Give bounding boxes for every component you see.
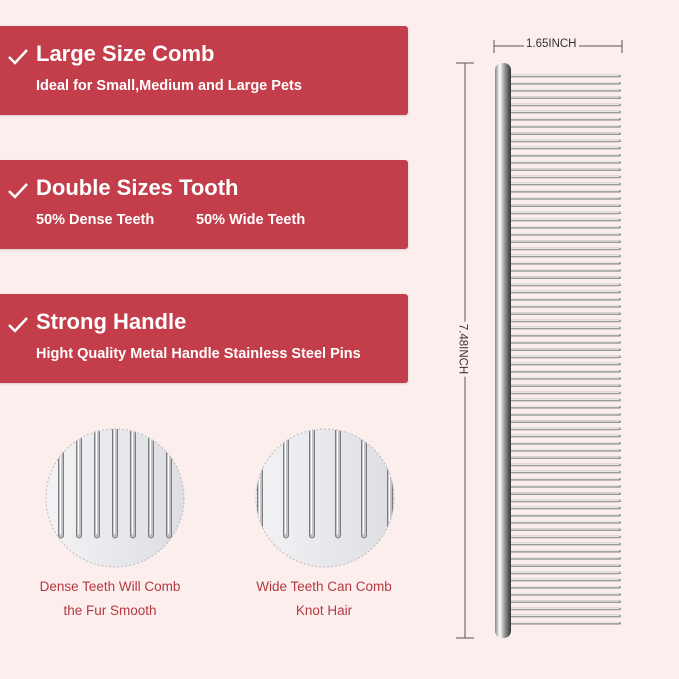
feature-subtitle-2: 50% Wide Teeth (196, 212, 306, 228)
length-dimension-label: 7.48INCH (456, 321, 469, 377)
closeup-tooth (185, 420, 190, 538)
dimension-lines (456, 40, 623, 639)
feature-banner-strong-handle: Strong Handle Hight Quality Metal Handle… (0, 294, 408, 383)
feature-subtitle: 50% Dense Teeth (36, 212, 155, 228)
check-icon (8, 183, 28, 199)
feature-title: Large Size Comb (36, 41, 215, 66)
wide-teeth-caption: Wide Teeth Can Comb Knot Hair (224, 575, 424, 623)
comb-handle (495, 63, 511, 638)
check-icon (8, 317, 28, 333)
wide-teeth-closeup (256, 429, 394, 567)
caption-line: Knot Hair (295, 603, 353, 618)
feature-subtitle: Ideal for Small,Medium and Large Pets (36, 78, 302, 94)
caption-line: the Fur Smooth (63, 603, 157, 618)
caption-line: Wide Teeth Can Comb (256, 579, 392, 594)
dense-teeth-caption: Dense Teeth Will Comb the Fur Smooth (10, 575, 210, 623)
dense-teeth-closeup (41, 420, 190, 567)
closeup-tooth (41, 420, 46, 538)
feature-title: Double Sizes Tooth (36, 175, 239, 200)
check-icon (8, 49, 28, 65)
feature-banner-double-tooth: Double Sizes Tooth 50% Dense Teeth 50% W… (0, 160, 408, 249)
feature-banner-large-size: Large Size Comb Ideal for Small,Medium a… (0, 26, 408, 115)
width-dimension-label: 1.65INCH (524, 38, 579, 50)
caption-line: Dense Teeth Will Comb (39, 579, 181, 594)
feature-subtitle: Hight Quality Metal Handle Stainless Ste… (36, 346, 361, 362)
feature-title: Strong Handle (36, 309, 187, 334)
